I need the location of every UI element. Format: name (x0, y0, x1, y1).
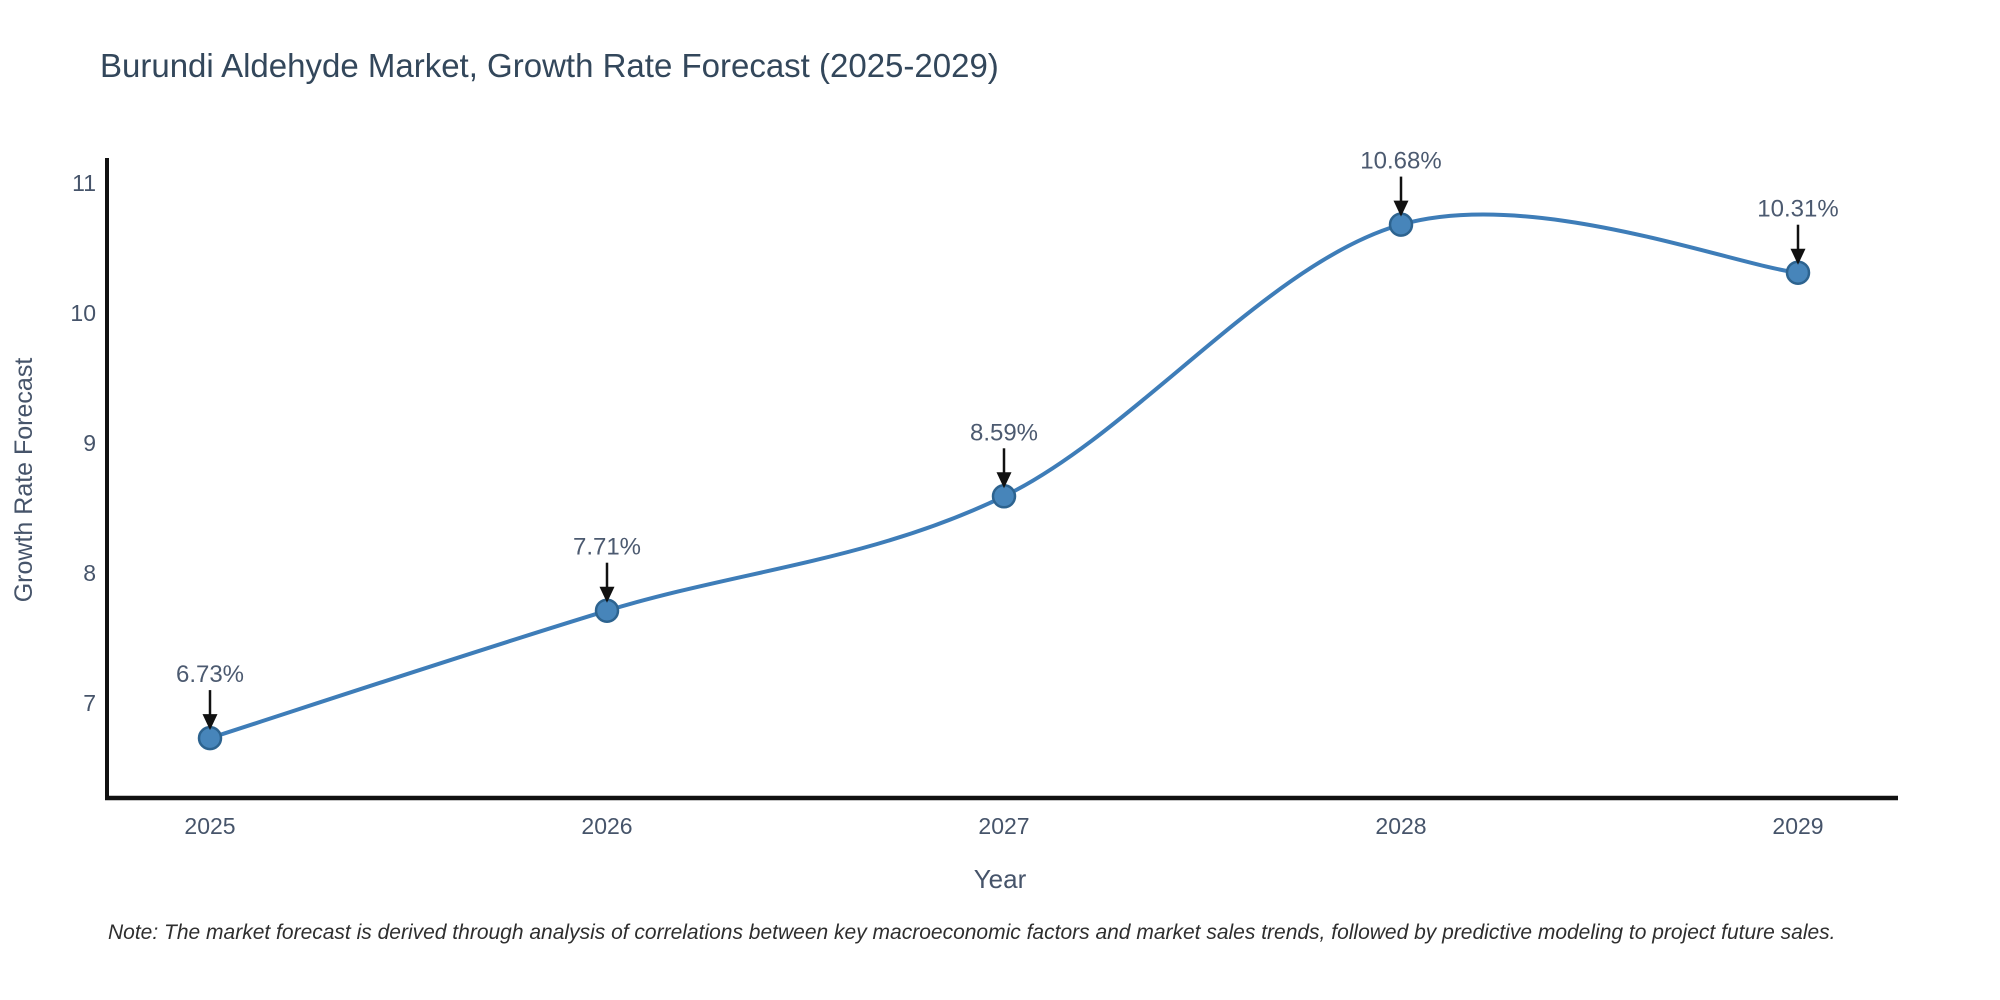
y-tick-label: 10 (70, 300, 96, 326)
y-tick-label: 8 (83, 560, 96, 586)
annotation-arrowhead (996, 472, 1012, 489)
data-point-marker (1785, 260, 1811, 285)
annotation-arrowhead (1393, 200, 1409, 217)
point-annotations: 6.73% 7.71% 8.59% 10.68% 10.31% (176, 148, 1839, 731)
chart-title: Burundi Aldehyde Market, Growth Rate For… (100, 47, 999, 84)
x-tick-label: 2026 (581, 813, 632, 839)
data-point-marker (991, 484, 1017, 509)
annotation: 6.73% (176, 661, 244, 731)
y-tick-label: 11 (72, 170, 96, 196)
y-axis-ticks: 7 8 9 10 11 (70, 170, 96, 716)
annotation-label: 10.31% (1757, 196, 1838, 223)
x-tick-label: 2025 (184, 813, 235, 839)
annotation-arrowhead (599, 586, 615, 603)
x-axis-title: Year (974, 864, 1027, 894)
data-point-marker (197, 725, 223, 751)
x-tick-label: 2027 (978, 813, 1029, 839)
annotation: 8.59% (970, 419, 1038, 489)
annotation-arrowhead (202, 714, 218, 731)
data-point-marker (1388, 212, 1414, 237)
y-axis-title: Growth Rate Forecast (10, 358, 38, 603)
annotation-label: 7.71% (573, 534, 641, 561)
annotation: 7.71% (573, 534, 641, 603)
annotation-arrowhead (1790, 248, 1806, 265)
x-axis-ticks: 2025 2026 2027 2028 2029 (184, 813, 1823, 839)
annotation-label: 8.59% (970, 419, 1038, 446)
y-tick-label: 7 (83, 690, 96, 716)
x-tick-label: 2028 (1375, 813, 1426, 839)
y-tick-label: 9 (83, 430, 96, 456)
annotation: 10.68% (1360, 148, 1442, 217)
annotation-label: 6.73% (176, 661, 244, 688)
x-tick-label: 2029 (1772, 813, 1823, 839)
annotation: 10.31% (1757, 196, 1839, 265)
chart-footnote: Note: The market forecast is derived thr… (108, 921, 1836, 944)
annotation-label: 10.68% (1360, 148, 1441, 175)
data-point-marker (594, 598, 620, 623)
